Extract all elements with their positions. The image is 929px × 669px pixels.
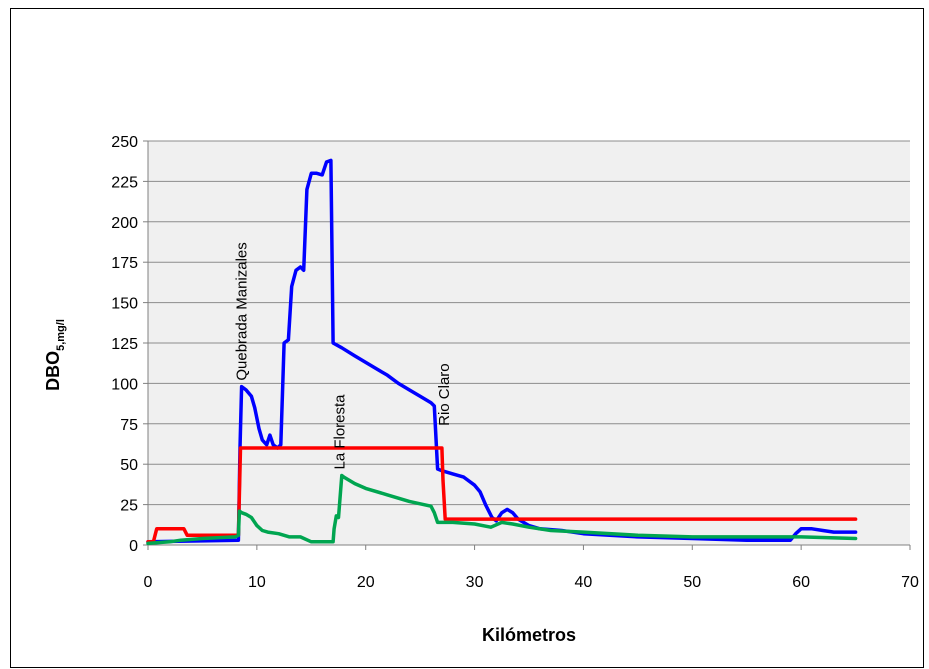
x-tick-label: 50 [683,574,701,591]
y-tick-label: 25 [120,498,138,515]
series-line-2 [146,473,858,546]
y-axis-title-main: DBO [43,351,63,391]
x-tick-label: 10 [248,574,266,591]
x-tick-label: 70 [901,574,919,591]
chart-frame: 0 25 50 75 100 125 150 175 200 225 250 0 10 20 30 40 50 6… [10,8,924,668]
annotation-label: Rio Claro [436,363,453,426]
annotation-label: Quebrada Manizales [234,242,251,380]
y-tick-label: 50 [120,457,138,474]
y-tick-label: 150 [111,296,138,313]
x-tick-label: 30 [466,574,484,591]
y-tick-label: 0 [129,538,138,555]
x-tick-label: 0 [144,574,153,591]
x-axis-title: Kilómetros [482,625,576,645]
y-tick-label: 225 [111,174,138,191]
y-axis-title-subscript: 5,mg/l [55,319,67,351]
series-line-1 [146,446,858,544]
chart-svg: 0 25 50 75 100 125 150 175 200 225 250 0 10 20 30 40 50 6… [43,134,919,645]
y-tick-label: 75 [120,417,138,434]
y-tick-label: 200 [111,215,138,232]
y-tick-label: 250 [111,134,138,151]
x-tick-label: 60 [792,574,810,591]
y-axis-title: DBO5,mg/l [43,319,67,391]
y-tick-label: 100 [111,376,138,393]
annotation-label: La Floresta [332,394,349,470]
x-tick-label: 20 [357,574,375,591]
x-tick-label: 40 [575,574,593,591]
y-tick-label: 175 [111,255,138,272]
y-tick-label: 125 [111,336,138,353]
